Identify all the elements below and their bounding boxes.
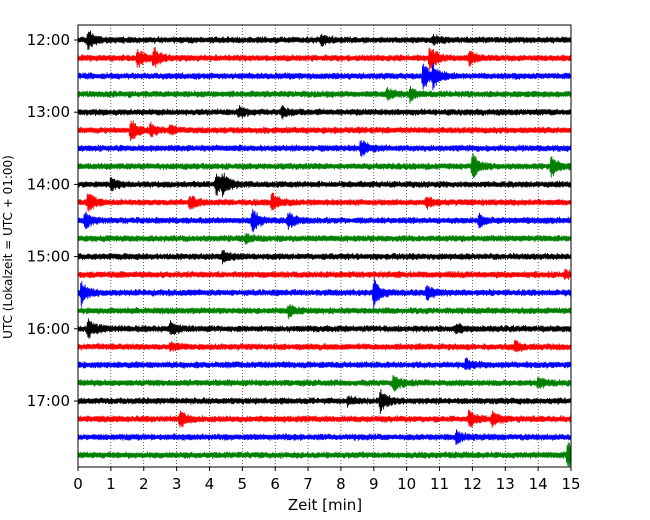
trace-1730 <box>77 429 572 445</box>
x-tick-label: 1 <box>106 475 116 493</box>
trace-1230 <box>77 62 572 91</box>
trace-1515 <box>77 268 572 280</box>
trace-1545 <box>77 303 572 320</box>
trace-1415 <box>77 192 572 212</box>
x-axis-ticks: 0 1 2 3 4 5 6 7 8 9 10 11 12 13 14 15 <box>73 467 581 493</box>
x-tick-label: 2 <box>139 475 149 493</box>
x-tick-label: 0 <box>73 475 83 493</box>
trace-1215 <box>77 47 572 71</box>
trace-1645 <box>77 375 572 392</box>
y-tick-label: 16:00 <box>27 320 70 338</box>
x-tick-label: 7 <box>303 475 313 493</box>
trace-1445 <box>77 232 572 245</box>
trace-1300 <box>77 104 572 120</box>
trace-1745 <box>77 442 572 468</box>
trace-1500 <box>77 249 572 265</box>
x-tick-label: 5 <box>238 475 248 493</box>
y-tick-label: 15:00 <box>27 248 70 266</box>
x-tick-label: 3 <box>172 475 182 493</box>
trace-1615 <box>77 339 572 353</box>
trace-1530 <box>77 277 572 310</box>
x-tick-label: 15 <box>561 475 580 493</box>
x-tick-label: 9 <box>369 475 379 493</box>
trace-1200 <box>77 30 572 50</box>
trace-1715 <box>77 409 572 428</box>
trace-1245 <box>77 85 572 104</box>
trace-1430 <box>77 208 572 233</box>
trace-1400 <box>77 172 572 198</box>
y-tick-label: 12:00 <box>27 31 70 49</box>
x-tick-label: 8 <box>336 475 346 493</box>
y-axis-label: UTC (Lokalzeit = UTC + 01:00) <box>1 155 15 339</box>
x-tick-label: 10 <box>397 475 416 493</box>
x-axis-label: Zeit [min] <box>288 496 362 514</box>
x-tick-label: 14 <box>529 475 548 493</box>
plot-frame <box>77 24 572 468</box>
trace-1345 <box>77 152 572 178</box>
trace-1630 <box>77 357 572 371</box>
y-tick-label: 13:00 <box>27 103 70 121</box>
x-tick-label: 6 <box>270 475 280 493</box>
x-tick-label: 12 <box>463 475 482 493</box>
trace-1700 <box>77 388 572 415</box>
x-tick-label: 4 <box>205 475 215 493</box>
y-tick-label: 17:00 <box>27 392 70 410</box>
y-axis-ticks: 12:00 13:00 14:00 15:00 16:00 17:00 <box>27 31 78 410</box>
helicorder-traces <box>77 30 572 468</box>
x-tick-label: 11 <box>430 475 449 493</box>
x-tick-label: 13 <box>496 475 515 493</box>
trace-1315 <box>77 120 572 141</box>
y-tick-label: 14:00 <box>27 175 70 193</box>
trace-1330 <box>77 140 572 158</box>
trace-1600 <box>77 318 572 339</box>
